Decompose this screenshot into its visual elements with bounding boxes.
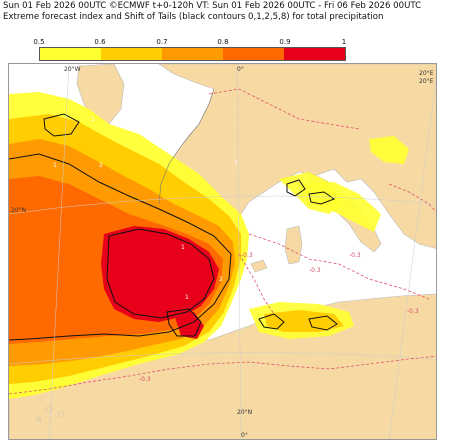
sot-marker-3: 1	[53, 162, 57, 169]
neg-contour-4	[208, 88, 360, 130]
neg-label-2: -0.3	[349, 252, 361, 259]
sot-marker-6: 1	[185, 294, 189, 301]
legend-tick-5: 1	[341, 38, 347, 46]
efi-band-06-africa	[264, 310, 344, 332]
sot-contour-1	[9, 153, 232, 341]
legend-swatch-1	[40, 48, 101, 60]
island-1	[45, 405, 53, 413]
legend-swatch-4	[223, 48, 284, 60]
sot-marker-7: 1	[234, 159, 238, 166]
neg-label-3: -0.3	[139, 376, 151, 383]
lat-label-bottom: 20°N	[237, 409, 253, 416]
legend-swatch-5	[284, 48, 345, 60]
sot-contour-2	[106, 228, 215, 319]
efi-band-09	[101, 226, 219, 322]
sot-marker-5: 2	[219, 276, 223, 283]
lat-label-left: 20°N	[11, 207, 27, 214]
sot-contour-4	[258, 313, 285, 330]
graticule	[9, 64, 436, 439]
color-legend: 0.5 0.6 0.7 0.8 0.9 1	[33, 38, 347, 62]
legend-tick-4: 0.9	[279, 38, 291, 46]
sot-marker-4: 1	[181, 244, 185, 251]
neg-label-1: -0.3	[309, 267, 321, 274]
sot-contour-7	[308, 191, 336, 205]
legend-tick-3: 0.8	[217, 38, 229, 46]
efi-band-05-sardinia	[299, 182, 381, 232]
neg-label-4: -0.3	[407, 308, 419, 315]
neg-contour-1	[248, 233, 430, 300]
sardinia-land	[284, 225, 303, 265]
neg-contour-2	[238, 253, 275, 315]
lon-label-bottom: 0°	[241, 432, 248, 439]
sot-contour-5	[308, 315, 338, 331]
lon-label-0: 0°	[237, 66, 244, 73]
map-title-line-1: Sun 01 Feb 2026 00UTC ©ECMWF t+0-120h VT…	[3, 1, 422, 11]
island-3	[36, 416, 42, 422]
legend-tick-0: 0.5	[33, 38, 45, 46]
neg-contour-3	[9, 355, 436, 395]
sot-marker-2: 2	[99, 162, 103, 169]
sot-contour-8	[43, 113, 80, 137]
coastline-west	[158, 88, 215, 205]
legend-swatch-3	[162, 48, 223, 60]
island-2	[58, 411, 64, 417]
map-title-line-2: Extreme forecast index and Shift of Tail…	[3, 12, 384, 22]
lat-label-right: 20°E	[419, 78, 434, 85]
sot-marker-1: 1	[91, 116, 95, 123]
neg-label-5: -0.3	[241, 252, 253, 259]
legend-tick-1: 0.6	[94, 38, 106, 46]
sot-contour-3	[166, 308, 202, 337]
map-svg	[9, 64, 436, 439]
lon-label-20w: 20°W	[64, 66, 81, 73]
legend-swatch-2	[101, 48, 162, 60]
map-panel: 20°W 0° 20°E 20°N 20°E 20°N 0° -0.3 -0.3…	[8, 63, 437, 440]
efi-band-05-east	[369, 136, 409, 164]
legend-tick-2: 0.7	[156, 38, 168, 46]
legend-colorbar	[39, 47, 346, 61]
lon-label-20e: 20°E	[419, 70, 434, 77]
sot-contour-6	[286, 179, 306, 197]
neg-contour-5	[388, 183, 436, 213]
balearic-land	[250, 259, 268, 273]
